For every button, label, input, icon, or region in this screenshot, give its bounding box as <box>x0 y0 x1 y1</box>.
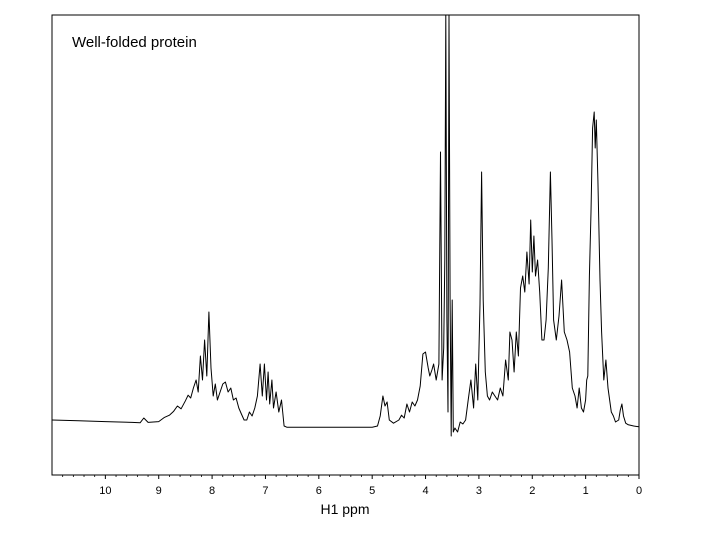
x-tick-label: 9 <box>156 485 162 497</box>
spectrum-line <box>51 14 640 437</box>
x-tick-label: 8 <box>209 485 215 497</box>
x-tick-label: 6 <box>316 485 322 497</box>
x-tick-label: 7 <box>262 485 268 497</box>
x-tick-label: 1 <box>583 485 589 497</box>
x-tick-label: 10 <box>99 485 111 497</box>
annotation-label: Well-folded protein <box>72 34 197 51</box>
x-axis-ticks: 10 9 8 7 6 5 4 3 2 1 0 <box>62 475 642 497</box>
x-tick-label: 3 <box>476 485 482 497</box>
x-axis-title: H1 ppm <box>320 501 369 517</box>
x-tick-label: 2 <box>529 485 535 497</box>
x-tick-label: 0 <box>636 485 642 497</box>
x-tick-label: 4 <box>422 485 428 497</box>
plot-frame <box>51 14 640 476</box>
x-tick-label: 5 <box>369 485 375 497</box>
